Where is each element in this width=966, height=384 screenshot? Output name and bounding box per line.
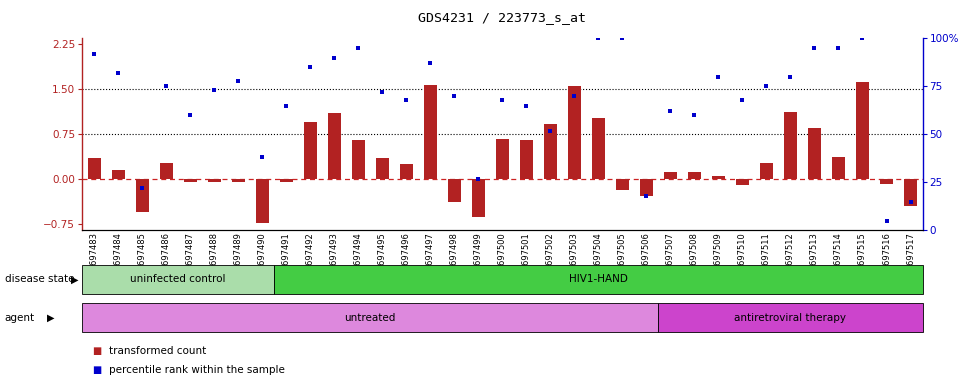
Bar — [135, 179, 149, 212]
Bar — [88, 158, 100, 179]
Text: untreated: untreated — [345, 313, 396, 323]
Bar — [447, 179, 461, 202]
Bar — [159, 162, 173, 179]
Text: ▶: ▶ — [47, 313, 55, 323]
Bar — [279, 179, 293, 182]
Bar — [82, 303, 659, 332]
Bar — [82, 265, 274, 294]
Text: ▶: ▶ — [71, 274, 78, 285]
Bar — [471, 179, 485, 217]
Bar — [760, 162, 773, 179]
Text: ■: ■ — [92, 365, 101, 375]
Bar — [111, 170, 125, 179]
Bar — [856, 82, 869, 179]
Text: GDS4231 / 223773_s_at: GDS4231 / 223773_s_at — [418, 12, 586, 25]
Bar — [639, 179, 653, 196]
Bar — [303, 122, 317, 179]
Bar — [424, 84, 437, 179]
Text: ■: ■ — [92, 346, 101, 356]
Bar — [352, 141, 365, 179]
Bar — [688, 172, 701, 179]
Text: percentile rank within the sample: percentile rank within the sample — [109, 365, 285, 375]
Text: HIV1-HAND: HIV1-HAND — [569, 274, 628, 285]
Bar — [256, 179, 269, 223]
Bar — [904, 179, 917, 207]
Text: transformed count: transformed count — [109, 346, 207, 356]
Bar — [208, 179, 221, 182]
Bar — [184, 179, 197, 182]
Bar — [376, 158, 389, 179]
Bar — [274, 265, 923, 294]
Bar — [712, 176, 725, 179]
Bar — [592, 118, 605, 179]
Bar — [327, 113, 341, 179]
Bar — [783, 112, 797, 179]
Bar — [832, 157, 845, 179]
Bar — [232, 179, 244, 182]
Bar — [615, 179, 629, 190]
Bar — [880, 179, 894, 184]
Text: disease state: disease state — [5, 274, 74, 285]
Bar — [496, 139, 509, 179]
Bar — [400, 164, 412, 179]
Bar — [544, 124, 557, 179]
Bar — [664, 172, 677, 179]
Bar — [736, 179, 749, 185]
Bar — [520, 141, 533, 179]
Text: agent: agent — [5, 313, 35, 323]
Text: uninfected control: uninfected control — [130, 274, 226, 285]
Bar — [808, 128, 821, 179]
Bar — [568, 86, 581, 179]
Text: antiretroviral therapy: antiretroviral therapy — [734, 313, 846, 323]
Bar — [659, 303, 923, 332]
